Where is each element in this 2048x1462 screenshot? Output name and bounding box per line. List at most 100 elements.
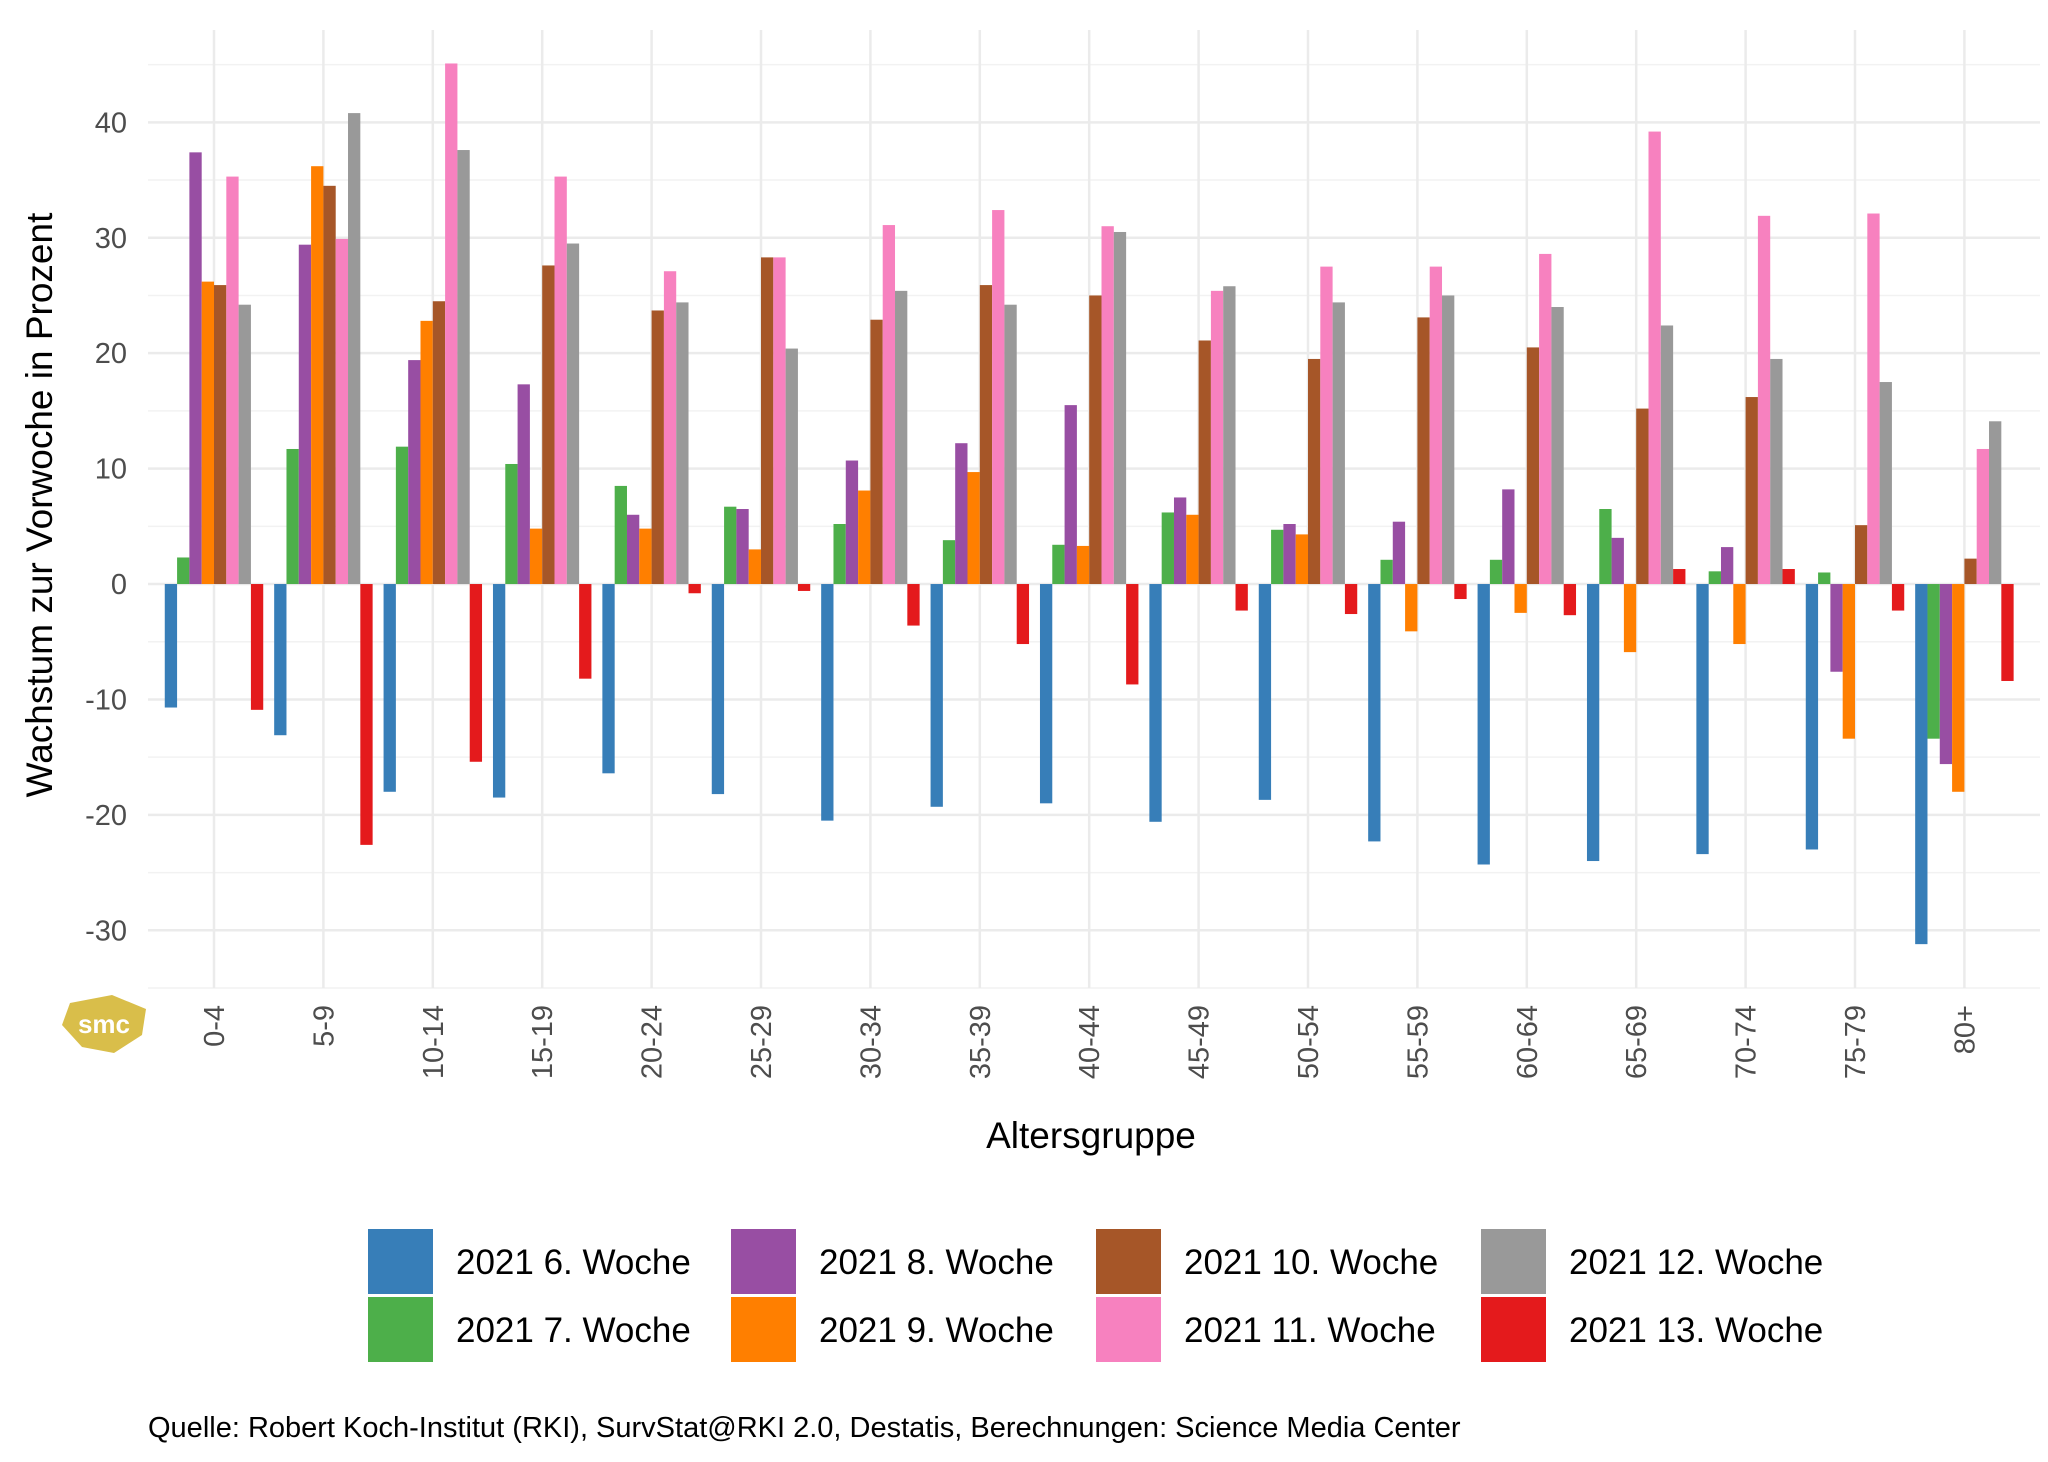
bar bbox=[1599, 509, 1612, 585]
bar bbox=[1210, 290, 1224, 585]
bar bbox=[1223, 286, 1236, 585]
bar bbox=[1417, 317, 1430, 585]
y-tick-label: -20 bbox=[85, 800, 127, 832]
bar bbox=[639, 528, 652, 585]
bar bbox=[1708, 571, 1721, 585]
x-tick-label: 35-39 bbox=[965, 1005, 997, 1079]
legend-key bbox=[1096, 1229, 1161, 1294]
bar bbox=[1842, 584, 1855, 739]
bar bbox=[870, 319, 883, 585]
bar bbox=[177, 557, 190, 585]
bar bbox=[2001, 584, 2014, 681]
bar bbox=[602, 584, 615, 774]
bar bbox=[348, 113, 361, 585]
bar bbox=[1039, 584, 1053, 804]
x-tick-label: 40-44 bbox=[1074, 1005, 1106, 1079]
bar bbox=[1332, 302, 1345, 585]
logo-text: smc bbox=[78, 1009, 130, 1039]
bar bbox=[761, 257, 774, 585]
legend-label: 2021 11. Woche bbox=[1184, 1311, 1436, 1350]
bar bbox=[1308, 358, 1321, 585]
bar bbox=[323, 185, 336, 585]
bar bbox=[1539, 253, 1552, 585]
legend-key bbox=[1481, 1229, 1546, 1294]
x-tick-label: 0-4 bbox=[199, 1005, 231, 1047]
x-tick-label: 55-59 bbox=[1402, 1005, 1434, 1079]
bar bbox=[1089, 295, 1102, 585]
bar bbox=[408, 360, 421, 585]
bar bbox=[1052, 544, 1065, 585]
legend-key bbox=[1481, 1297, 1546, 1362]
bar bbox=[238, 304, 251, 585]
bar bbox=[1271, 529, 1284, 585]
bar bbox=[688, 584, 701, 594]
bar bbox=[311, 166, 324, 585]
bar bbox=[1989, 421, 2002, 585]
bar bbox=[1380, 559, 1393, 585]
bar bbox=[1733, 584, 1746, 645]
bar bbox=[566, 243, 580, 585]
bar bbox=[1757, 215, 1771, 585]
bar bbox=[1782, 569, 1795, 585]
legend: 2021 6. Woche 2021 7. Woche 2021 8. Woche 2… bbox=[368, 1229, 1823, 1362]
x-tick-label: 60-64 bbox=[1512, 1005, 1544, 1079]
x-tick-label: 15-19 bbox=[527, 1005, 559, 1079]
bar bbox=[907, 584, 920, 626]
bar bbox=[882, 225, 896, 585]
bar bbox=[395, 446, 409, 585]
bar bbox=[469, 584, 483, 762]
x-tick-label: 20-24 bbox=[637, 1005, 669, 1079]
bar bbox=[1879, 382, 1892, 585]
y-tick-label: 40 bbox=[95, 107, 127, 139]
bar bbox=[214, 285, 227, 585]
bar bbox=[895, 290, 908, 585]
bar bbox=[298, 244, 312, 585]
y-tick-label: -10 bbox=[85, 684, 127, 716]
y-axis-title: Wachstum zur Vorwoche in Prozent bbox=[19, 212, 60, 797]
y-tick-label: 30 bbox=[95, 223, 127, 255]
bar bbox=[1113, 231, 1127, 585]
bar bbox=[711, 584, 725, 795]
bar bbox=[201, 281, 214, 585]
bar bbox=[1939, 584, 1953, 765]
bar bbox=[736, 509, 749, 585]
bar bbox=[773, 257, 786, 585]
legend-label: 2021 8. Woche bbox=[819, 1243, 1054, 1282]
bar bbox=[1344, 584, 1358, 615]
bar bbox=[979, 285, 993, 585]
bar bbox=[286, 448, 299, 585]
bar bbox=[579, 584, 592, 679]
bar bbox=[1891, 584, 1905, 611]
bar bbox=[1867, 213, 1880, 585]
bar bbox=[1477, 584, 1490, 865]
legend-item: 2021 10. Woche bbox=[1096, 1229, 1438, 1294]
bar bbox=[1368, 584, 1381, 842]
bar bbox=[955, 443, 968, 585]
legend-item: 2021 11. Woche bbox=[1096, 1297, 1436, 1362]
bar bbox=[1489, 559, 1503, 585]
bar bbox=[189, 152, 202, 585]
bar bbox=[1623, 584, 1637, 653]
bar bbox=[1745, 397, 1758, 585]
y-tick-label: 0 bbox=[111, 569, 127, 601]
bar bbox=[1442, 295, 1455, 585]
bar bbox=[1855, 525, 1868, 585]
bar bbox=[1673, 569, 1686, 585]
bar bbox=[942, 540, 956, 585]
bar bbox=[1258, 584, 1272, 800]
bar bbox=[164, 584, 178, 708]
bar bbox=[1830, 584, 1843, 672]
x-axis-title: Altersgruppe bbox=[986, 1115, 1196, 1156]
bar bbox=[1611, 537, 1624, 585]
bar bbox=[845, 460, 859, 585]
bar bbox=[797, 584, 811, 591]
legend-label: 2021 6. Woche bbox=[456, 1243, 691, 1282]
bar bbox=[1551, 307, 1564, 585]
bars bbox=[164, 63, 2014, 945]
bar bbox=[1976, 448, 1990, 585]
legend-item: 2021 13. Woche bbox=[1481, 1297, 1823, 1362]
bar bbox=[1648, 131, 1661, 585]
bar bbox=[1805, 584, 1819, 850]
smc-logo: smc bbox=[62, 995, 146, 1053]
